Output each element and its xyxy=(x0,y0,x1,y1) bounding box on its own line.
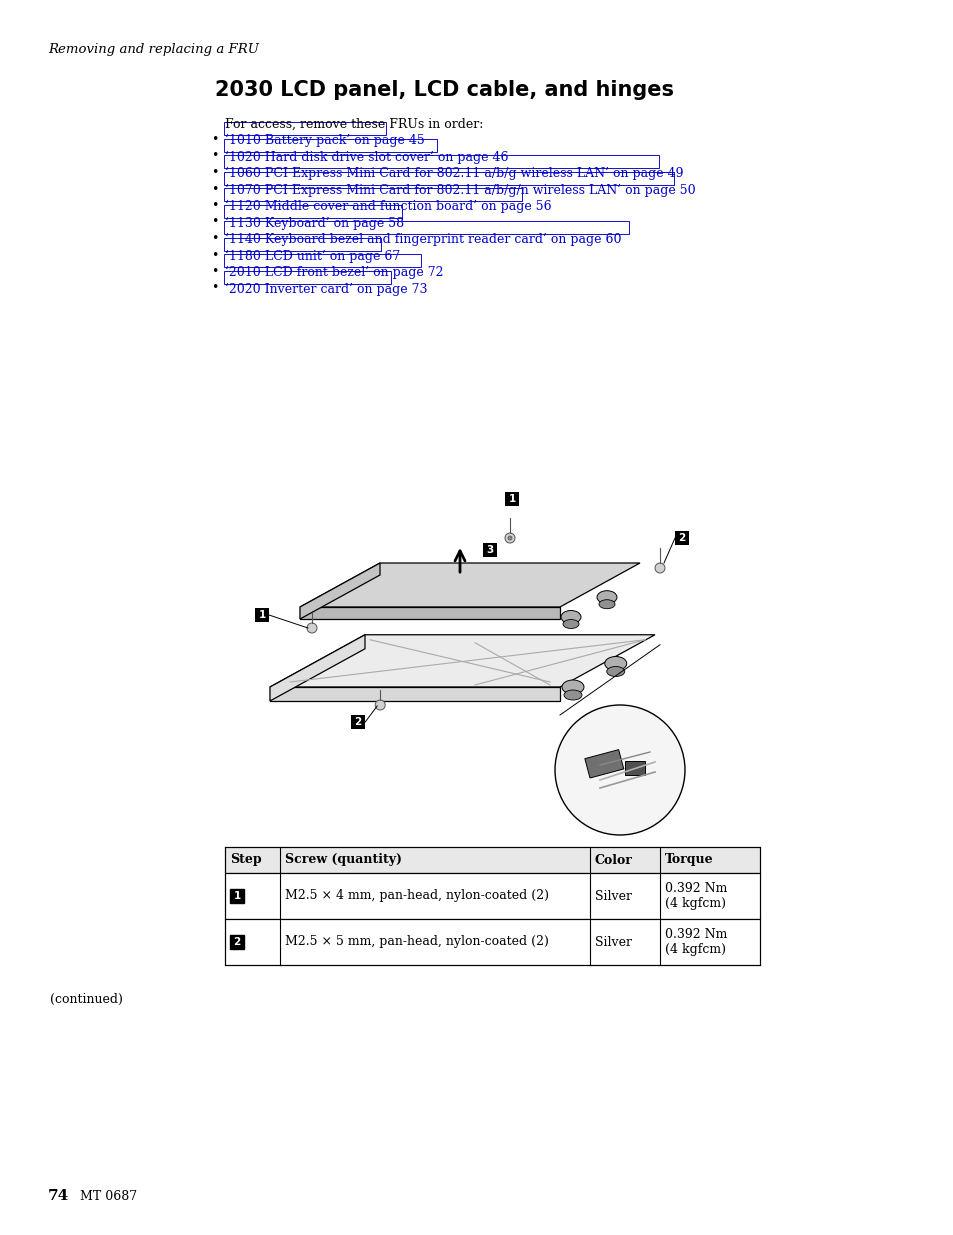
Ellipse shape xyxy=(563,690,581,700)
Text: 2: 2 xyxy=(355,718,361,727)
Text: ‘1010 Battery pack’ on page 45: ‘1010 Battery pack’ on page 45 xyxy=(225,135,424,147)
Ellipse shape xyxy=(597,590,617,604)
Ellipse shape xyxy=(598,600,615,609)
Text: MT 0687: MT 0687 xyxy=(80,1191,137,1203)
Text: ‘1140 Keyboard bezel and fingerprint reader card’ on page 60: ‘1140 Keyboard bezel and fingerprint rea… xyxy=(225,233,620,246)
Bar xyxy=(254,608,269,622)
Text: 3: 3 xyxy=(486,545,493,555)
Ellipse shape xyxy=(561,680,583,694)
Bar xyxy=(504,492,518,506)
Text: Color: Color xyxy=(595,853,632,867)
Text: ‘1070 PCI Express Mini Card for 802.11 a/b/g/n wireless LAN’ on page 50: ‘1070 PCI Express Mini Card for 802.11 a… xyxy=(225,184,695,196)
Circle shape xyxy=(504,534,515,543)
Text: 2: 2 xyxy=(678,534,685,543)
Text: 1: 1 xyxy=(233,890,240,902)
Text: 0.392 Nm
(4 kgfcm): 0.392 Nm (4 kgfcm) xyxy=(664,927,726,956)
Text: Step: Step xyxy=(230,853,261,867)
Text: Silver: Silver xyxy=(595,889,631,903)
Bar xyxy=(482,543,497,557)
Bar xyxy=(351,715,365,729)
Circle shape xyxy=(307,622,316,634)
Text: 1: 1 xyxy=(258,610,265,620)
Text: M2.5 × 5 mm, pan-head, nylon-coated (2): M2.5 × 5 mm, pan-head, nylon-coated (2) xyxy=(285,935,548,948)
Polygon shape xyxy=(270,635,365,701)
Text: (continued): (continued) xyxy=(50,993,123,1007)
Circle shape xyxy=(375,700,385,710)
Text: •: • xyxy=(211,149,218,163)
Bar xyxy=(230,889,244,903)
Text: ‘1020 Hard disk drive slot cover’ on page 46: ‘1020 Hard disk drive slot cover’ on pag… xyxy=(225,151,508,164)
Text: 1: 1 xyxy=(508,494,515,504)
Text: •: • xyxy=(211,266,218,278)
Text: •: • xyxy=(211,282,218,294)
Text: ‘2010 LCD front bezel’ on page 72: ‘2010 LCD front bezel’ on page 72 xyxy=(225,266,443,279)
Text: 74: 74 xyxy=(48,1189,70,1203)
Circle shape xyxy=(655,563,664,573)
Circle shape xyxy=(507,536,512,540)
Text: Silver: Silver xyxy=(595,935,631,948)
Bar xyxy=(230,935,244,948)
Ellipse shape xyxy=(606,667,624,677)
Polygon shape xyxy=(270,687,559,701)
Text: ‘2020 Inverter card’ on page 73: ‘2020 Inverter card’ on page 73 xyxy=(225,283,427,295)
Text: •: • xyxy=(211,133,218,146)
Text: •: • xyxy=(211,232,218,245)
Text: 2030 LCD panel, LCD cable, and hinges: 2030 LCD panel, LCD cable, and hinges xyxy=(214,80,673,100)
Text: 2: 2 xyxy=(233,937,240,947)
Ellipse shape xyxy=(560,610,580,624)
Text: Torque: Torque xyxy=(664,853,713,867)
Bar xyxy=(624,761,644,776)
Text: •: • xyxy=(211,199,218,212)
Text: •: • xyxy=(211,248,218,262)
Text: ‘1180 LCD unit’ on page 67: ‘1180 LCD unit’ on page 67 xyxy=(225,249,400,263)
Polygon shape xyxy=(299,563,639,606)
Text: Screw (quantity): Screw (quantity) xyxy=(285,853,401,867)
Ellipse shape xyxy=(604,657,626,671)
Bar xyxy=(225,919,760,965)
Ellipse shape xyxy=(562,620,578,629)
Text: ‘1060 PCI Express Mini Card for 802.11 a/b/g wireless LAN’ on page 49: ‘1060 PCI Express Mini Card for 802.11 a… xyxy=(225,167,682,180)
Text: •: • xyxy=(211,215,218,228)
Text: 0.392 Nm
(4 kgfcm): 0.392 Nm (4 kgfcm) xyxy=(664,882,726,910)
Polygon shape xyxy=(299,606,559,619)
Bar xyxy=(225,847,760,873)
Polygon shape xyxy=(270,635,655,687)
Bar xyxy=(225,873,760,919)
Bar xyxy=(584,750,623,778)
Text: •: • xyxy=(211,165,218,179)
Text: ‘1130 Keyboard’ on page 58: ‘1130 Keyboard’ on page 58 xyxy=(225,216,404,230)
Text: M2.5 × 4 mm, pan-head, nylon-coated (2): M2.5 × 4 mm, pan-head, nylon-coated (2) xyxy=(285,889,548,903)
Text: For access, remove these FRUs in order:: For access, remove these FRUs in order: xyxy=(225,119,483,131)
Circle shape xyxy=(555,705,684,835)
Bar xyxy=(675,531,688,545)
Text: Removing and replacing a FRU: Removing and replacing a FRU xyxy=(48,43,258,56)
Text: •: • xyxy=(211,183,218,195)
Polygon shape xyxy=(299,563,379,619)
Text: ‘1120 Middle cover and function board’ on page 56: ‘1120 Middle cover and function board’ o… xyxy=(225,200,551,214)
